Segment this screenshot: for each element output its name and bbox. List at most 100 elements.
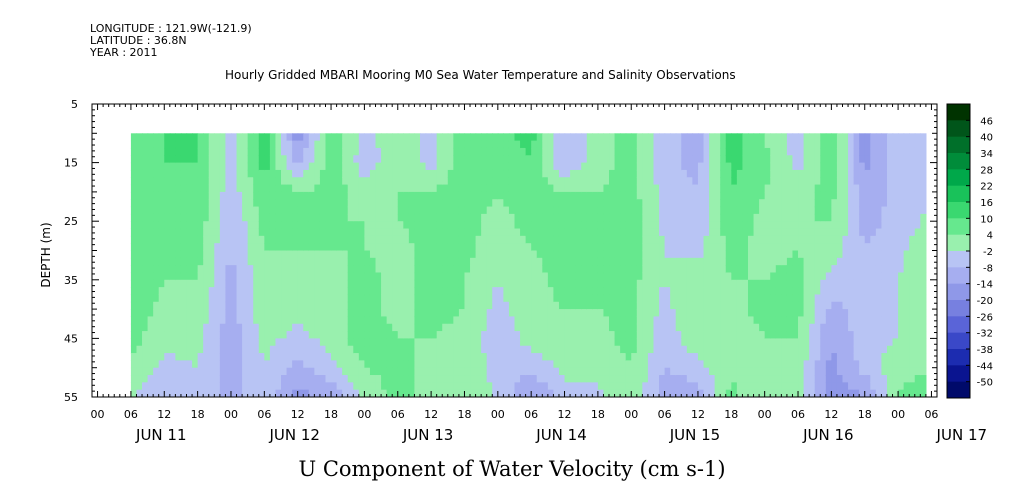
heatmap-cell (781, 265, 788, 274)
heatmap-cell (164, 265, 171, 274)
heatmap-cell (408, 301, 416, 310)
heatmap-cell (714, 235, 721, 244)
heatmap-cell (753, 316, 760, 325)
heatmap-cell (742, 294, 749, 303)
heatmap-cell (542, 367, 549, 376)
heatmap-cell (242, 206, 249, 215)
heatmap-cell (892, 301, 899, 310)
heatmap-cell (381, 257, 388, 266)
heatmap-cell (180, 272, 188, 281)
heatmap-cell (536, 265, 543, 274)
heatmap-cell (809, 375, 816, 383)
heatmap-cell (492, 243, 499, 252)
heatmap-cell (681, 323, 688, 332)
heatmap-cell (536, 338, 543, 347)
heatmap-cell (681, 272, 688, 281)
heatmap-cell (875, 272, 883, 281)
heatmap-cell (742, 272, 749, 281)
heatmap-cell (325, 272, 332, 281)
heatmap-cell (264, 235, 271, 244)
heatmap-cell (325, 279, 332, 288)
heatmap-cell (192, 213, 199, 222)
heatmap-cell (186, 338, 193, 347)
heatmap-cell (408, 360, 416, 369)
heatmap-cell (575, 243, 582, 252)
heatmap-cell (742, 301, 749, 310)
heatmap-cell (208, 301, 215, 310)
heatmap-cell (770, 228, 777, 237)
heatmap-cell (803, 279, 810, 288)
heatmap-cell (814, 353, 821, 361)
heatmap-cell (342, 287, 349, 296)
heatmap-cell (681, 169, 688, 178)
heatmap-cell (675, 184, 682, 193)
heatmap-cell (225, 389, 232, 397)
heatmap-cell (620, 133, 627, 142)
heatmap-cell (158, 294, 165, 303)
heatmap-cell (631, 360, 638, 369)
heatmap-cell (686, 294, 693, 303)
heatmap-cell (386, 257, 393, 266)
heatmap-cell (353, 309, 360, 318)
heatmap-cell (520, 360, 527, 369)
heatmap-cell (169, 184, 176, 193)
heatmap-cell (831, 228, 838, 237)
heatmap-cell (375, 287, 382, 296)
heatmap-cell (736, 338, 744, 347)
heatmap-cell (736, 206, 744, 215)
heatmap-cell (442, 389, 449, 397)
heatmap-cell (536, 382, 543, 391)
heatmap-cell (481, 331, 488, 339)
heatmap-cell (770, 272, 777, 281)
heatmap-cell (180, 323, 188, 332)
heatmap-cell (881, 375, 888, 383)
heatmap-cell (314, 389, 321, 397)
heatmap-cell (670, 162, 677, 171)
heatmap-cell (236, 133, 243, 142)
heatmap-cell (242, 309, 249, 318)
heatmap-cell (247, 338, 254, 347)
heatmap-cell (442, 279, 449, 288)
heatmap-cell (242, 375, 249, 383)
heatmap-cell (781, 323, 788, 332)
heatmap-cell (592, 177, 599, 186)
heatmap-cell (314, 367, 321, 376)
heatmap-cell (686, 235, 693, 244)
heatmap-cell (364, 199, 371, 208)
heatmap-cell (575, 140, 582, 149)
heatmap-cell (508, 309, 516, 318)
heatmap-cell (636, 360, 643, 369)
heatmap-cell (308, 257, 315, 266)
heatmap-cell (736, 169, 744, 178)
heatmap-cell (814, 199, 821, 208)
heatmap-cell (292, 360, 299, 369)
heatmap-cell (369, 206, 377, 215)
heatmap-cell (397, 389, 404, 397)
heatmap-cell (859, 331, 866, 339)
heatmap-cell (864, 309, 871, 318)
heatmap-cell (864, 213, 871, 222)
heatmap-cell (364, 353, 371, 361)
heatmap-cell (253, 279, 260, 288)
heatmap-cell (892, 353, 899, 361)
heatmap-cell (631, 338, 638, 347)
heatmap-cell (586, 147, 593, 156)
heatmap-cell (431, 147, 438, 156)
heatmap-cell (303, 367, 310, 376)
heatmap-cell (553, 331, 560, 339)
heatmap-cell (242, 221, 249, 230)
heatmap-cell (514, 360, 521, 369)
heatmap-cell (230, 345, 238, 354)
heatmap-cell (681, 206, 688, 215)
heatmap-cell (503, 301, 510, 310)
heatmap-cell (297, 353, 304, 361)
heatmap-cell (747, 162, 755, 171)
heatmap-cell (130, 265, 138, 274)
heatmap-cell (692, 250, 699, 259)
heatmap-cell (230, 162, 238, 171)
heatmap-cell (408, 257, 416, 266)
heatmap-cell (475, 389, 482, 397)
heatmap-cell (419, 177, 427, 186)
heatmap-cell (781, 206, 788, 215)
heatmap-cell (731, 294, 738, 303)
